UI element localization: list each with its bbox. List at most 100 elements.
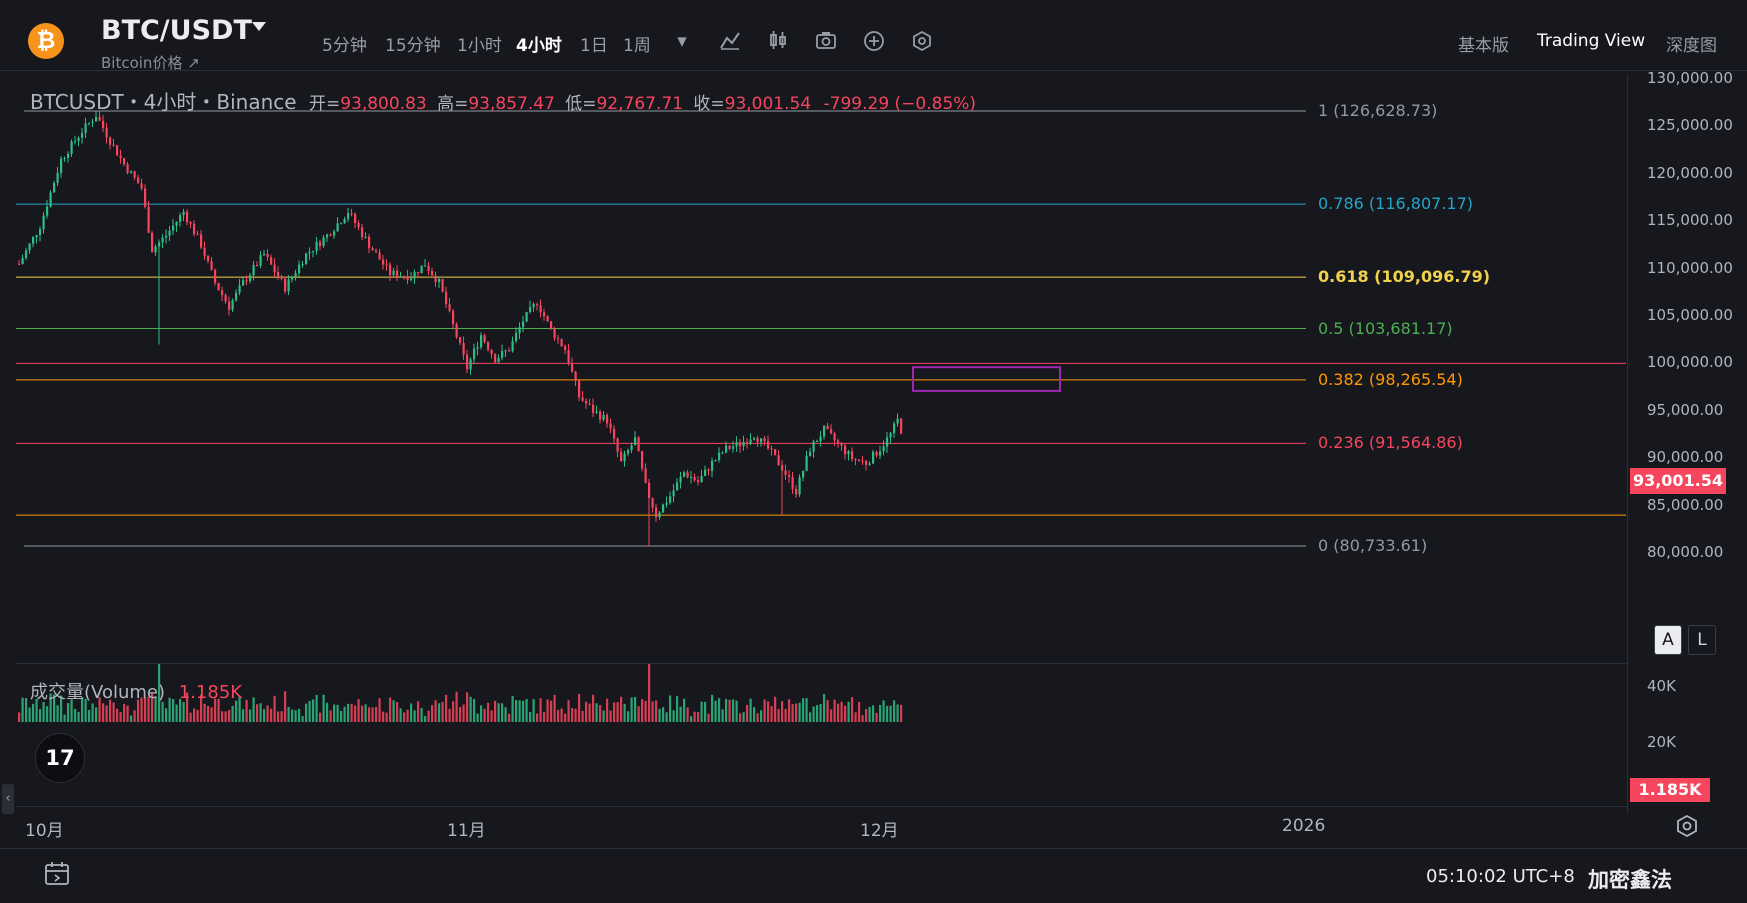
volume-bar [515,700,518,722]
price-axis-label: 110,000.00 [1647,258,1733,277]
plus-circle-icon[interactable] [862,30,886,52]
candle-body [529,307,532,312]
volume-bar [35,698,38,722]
candle-body [893,423,896,434]
volume-bar [375,706,378,722]
calendar-range-icon[interactable] [43,860,73,888]
candle-body [368,236,371,249]
volume-bar [329,710,332,722]
candle-body [133,171,136,178]
tab-1h[interactable]: 1小时 [457,36,502,56]
candle-body [606,414,609,424]
clock-time[interactable]: 05:10:02 UTC+8 [1426,866,1575,887]
candle-body [91,121,94,123]
volume-bar [830,709,833,722]
volume-bar [480,705,483,722]
volume-bar [385,712,388,722]
caret-down-icon[interactable] [252,22,266,31]
pane-separator[interactable] [16,663,1627,664]
volume-bar [144,697,147,722]
volume-bar [753,707,756,722]
candle-body [525,311,528,322]
log-scale-button[interactable]: L [1688,625,1716,655]
volume-bar [266,705,269,722]
volume-bar [102,703,105,722]
candle-body [102,120,105,129]
volume-bar [665,712,668,722]
candle-body [791,476,794,489]
tab-15min[interactable]: 15分钟 [385,36,441,56]
volume-bar [732,699,735,722]
candle-body [767,441,770,449]
volume-bar [186,692,189,722]
tradingview-logo[interactable]: 17 [35,733,85,783]
price-axis-label: 80,000.00 [1647,543,1724,561]
candle-body [18,263,21,265]
view-depth[interactable]: 深度图 [1666,36,1717,56]
volume-bar [228,710,231,722]
volume-bar [343,706,346,722]
volume-bar [550,700,553,722]
volume-bar [648,664,651,722]
volume-bar [403,712,406,722]
view-tradingview[interactable]: Trading View [1537,31,1646,51]
candle-body [28,243,31,251]
volume-bar [298,708,301,722]
volume-bar [504,707,507,722]
candle-body [130,171,133,173]
top-toolbar [0,0,1747,71]
candle-body [595,411,598,413]
volume-bar [721,709,724,722]
tab-4h[interactable]: 4小时 [516,36,562,56]
time-axis[interactable] [16,806,1627,845]
candle-body [634,437,637,446]
candle-body [312,250,315,252]
volume-bar [791,704,794,722]
settings-hex-icon[interactable] [910,30,934,52]
chevron-left-icon[interactable]: ‹ [2,784,14,814]
candle-body [438,278,441,283]
candle-body [63,157,66,159]
volume-bar [308,700,311,722]
volume-bar [896,704,899,722]
volume-bar [189,712,192,722]
candle-body [231,300,234,310]
candle-body [616,438,619,452]
chevron-down-icon[interactable]: ▾ [677,30,687,52]
volume-bar [91,703,94,722]
volume-bar [347,703,350,722]
x-label-oct: 10月 [25,821,64,841]
volume-bar [378,698,381,722]
tab-1w[interactable]: 1周 [623,36,651,56]
chart-settings-icon[interactable] [1674,813,1700,839]
candle-body [427,265,430,271]
candle-body [301,264,304,266]
price-axis[interactable] [1627,74,1747,814]
volume-bar [287,706,290,722]
volume-bar [357,699,360,722]
candle-body [819,436,822,441]
indicator-icon[interactable] [718,30,742,52]
price-axis-label: 120,000.00 [1647,163,1733,182]
candle-body [109,137,112,145]
candle-body [658,512,661,518]
candle-body [837,440,840,443]
volume-bar [112,702,115,722]
candle-body [865,460,868,465]
symbol-subtitle-link[interactable]: Bitcoin价格 ↗ [101,54,200,72]
volume-chart[interactable] [16,664,1626,806]
candle-body [165,235,168,238]
volume-bar [560,708,563,722]
camera-icon[interactable] [814,30,838,52]
candle-body [662,504,665,513]
volume-bar [284,691,287,722]
candle-body [900,418,903,434]
price-chart[interactable] [16,74,1626,664]
tab-1d[interactable]: 1日 [580,36,608,56]
symbol-title[interactable]: BTC/USDT [101,15,252,46]
tab-5min[interactable]: 5分钟 [322,36,367,56]
auto-scale-button[interactable]: A [1654,625,1682,655]
candle-body [140,183,143,189]
candle-type-icon[interactable] [766,30,790,52]
view-basic[interactable]: 基本版 [1458,36,1509,56]
